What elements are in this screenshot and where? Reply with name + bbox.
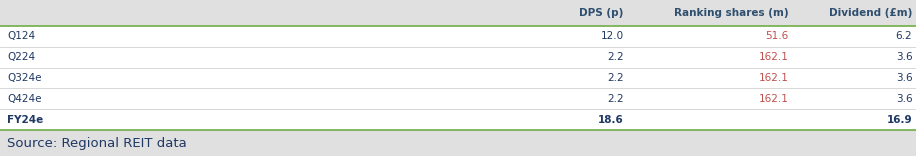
Text: 3.6: 3.6	[896, 52, 912, 62]
Text: 6.2: 6.2	[896, 31, 912, 41]
Text: Q124: Q124	[7, 31, 36, 41]
Text: Q424e: Q424e	[7, 94, 42, 104]
Text: 162.1: 162.1	[758, 73, 789, 83]
Bar	[0, 88, 916, 109]
Text: Q324e: Q324e	[7, 73, 42, 83]
Text: FY24e: FY24e	[7, 115, 44, 125]
Text: DPS (p): DPS (p)	[580, 8, 624, 18]
Bar	[0, 68, 916, 88]
Bar	[0, 0, 916, 26]
Bar	[0, 109, 916, 130]
Text: 2.2: 2.2	[607, 94, 624, 104]
Text: 162.1: 162.1	[758, 52, 789, 62]
Text: 2.2: 2.2	[607, 52, 624, 62]
Text: 162.1: 162.1	[758, 94, 789, 104]
Text: Q224: Q224	[7, 52, 36, 62]
Bar	[0, 26, 916, 47]
Text: 51.6: 51.6	[766, 31, 789, 41]
Bar	[0, 47, 916, 68]
Text: 12.0: 12.0	[601, 31, 624, 41]
Text: Ranking shares (m): Ranking shares (m)	[674, 8, 789, 18]
Text: 16.9: 16.9	[887, 115, 912, 125]
Text: Source: Regional REIT data: Source: Regional REIT data	[7, 137, 187, 150]
Text: 3.6: 3.6	[896, 94, 912, 104]
Text: Dividend (£m): Dividend (£m)	[829, 8, 912, 18]
Text: 18.6: 18.6	[598, 115, 624, 125]
Bar	[0, 130, 916, 156]
Text: 2.2: 2.2	[607, 73, 624, 83]
Text: 3.6: 3.6	[896, 73, 912, 83]
